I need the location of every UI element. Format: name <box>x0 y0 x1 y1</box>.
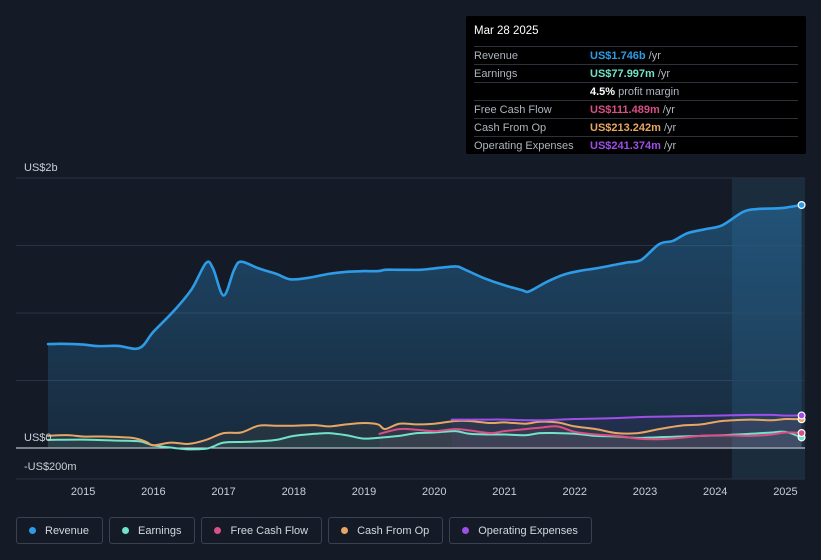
tooltip-label: Revenue <box>474 49 519 62</box>
legend-label: Cash From Op <box>357 524 430 537</box>
legend-dot-icon <box>341 527 349 534</box>
x-tick-label: 2022 <box>563 486 587 498</box>
y-axis-label-zero: US$0 <box>24 432 52 444</box>
earnings-area <box>48 431 802 450</box>
free-cash-flow-line <box>378 425 803 441</box>
legend: Revenue Earnings Free Cash Flow Cash Fro… <box>16 517 592 544</box>
x-tick-label: 2021 <box>492 486 516 498</box>
tooltip-label: Free Cash Flow <box>474 103 552 116</box>
revenue-line <box>46 203 803 351</box>
tooltip-unit: /yr <box>648 49 661 62</box>
x-tick-label: 2018 <box>282 486 306 498</box>
tooltip-value: 4.5% <box>590 85 616 98</box>
legend-label: Free Cash Flow <box>230 524 309 537</box>
tooltip-date: Mar 28 2025 <box>474 25 539 37</box>
legend-item-cash-from-op[interactable]: Cash From Op <box>328 517 444 544</box>
earnings-line <box>47 430 803 451</box>
tooltip-value: US$77.997m <box>590 67 655 80</box>
revenue-endpoint <box>797 201 806 210</box>
legend-label: Earnings <box>138 524 182 537</box>
legend-dot-icon <box>462 527 470 534</box>
legend-item-free-cash-flow[interactable]: Free Cash Flow <box>201 517 323 544</box>
tooltip-label: Cash From Op <box>474 121 547 134</box>
tooltip-row-earnings: Earnings US$77.997m /yr <box>474 64 798 82</box>
legend-dot-icon <box>214 527 222 534</box>
tooltip-unit: /yr <box>657 67 671 80</box>
series-areas <box>48 205 802 450</box>
x-tick-label: 2024 <box>703 486 727 498</box>
legend-item-operating-expenses[interactable]: Operating Expenses <box>449 517 592 544</box>
legend-item-revenue[interactable]: Revenue <box>16 517 104 544</box>
x-tick-label: 2020 <box>422 486 446 498</box>
tooltip-row-free-cash-flow: Free Cash Flow US$111.489m /yr <box>474 100 798 118</box>
operating-expenses-line <box>450 413 803 422</box>
series-lines <box>46 203 803 451</box>
x-tick-label: 2017 <box>211 486 235 498</box>
x-tick-label: 2019 <box>352 486 376 498</box>
legend-dot-icon <box>122 527 130 534</box>
x-tick-label: 2015 <box>71 486 95 498</box>
tooltip-unit: profit margin <box>618 85 680 98</box>
tooltip-value: US$241.374m <box>590 139 661 152</box>
legend-dot-icon <box>29 527 36 534</box>
tooltip-row-profit-margin: 4.5% profit margin <box>474 82 798 100</box>
legend-label: Operating Expenses <box>478 524 578 537</box>
tooltip-value: US$213.242m <box>590 121 661 134</box>
tooltip-value: US$1.746b <box>590 49 646 62</box>
tooltip-row-operating-expenses: Operating Expenses US$241.374m /yr <box>474 136 798 154</box>
tooltip-label: Earnings <box>474 67 518 80</box>
y-axis-label-top: US$2b <box>24 162 58 174</box>
x-tick-label: 2023 <box>633 486 657 498</box>
x-axis-ticks: 2015 2016 2017 2018 2019 2020 2021 2022 2023 2024… <box>71 486 798 498</box>
legend-label: Revenue <box>45 524 90 537</box>
series-endpoints <box>797 201 806 442</box>
tooltip-unit: /yr <box>663 121 677 134</box>
tooltip-label: Operating Expenses <box>474 139 574 152</box>
free-cash-flow-endpoint <box>797 429 806 438</box>
tooltip-row-revenue: Revenue US$1.746b /yr <box>474 46 798 64</box>
legend-item-earnings[interactable]: Earnings <box>109 517 196 544</box>
tooltip-unit: /yr <box>663 139 677 152</box>
revenue-area <box>48 205 802 448</box>
y-axis-label-bottom: -US$200m <box>24 461 77 473</box>
free-cash-flow-area <box>379 426 802 448</box>
x-tick-label: 2016 <box>141 486 165 498</box>
tooltip-panel: Mar 28 2025 Revenue US$1.746b /yr Earnin… <box>466 16 806 154</box>
tooltip-row-cash-from-op: Cash From Op US$213.242m /yr <box>474 118 798 136</box>
cash-from-op-line <box>47 417 803 447</box>
tooltip-unit: /yr <box>662 103 675 116</box>
operating-expenses-endpoint <box>797 411 806 420</box>
x-tick-label: 2025 <box>773 486 797 498</box>
tooltip-value: US$111.489m <box>590 103 660 116</box>
